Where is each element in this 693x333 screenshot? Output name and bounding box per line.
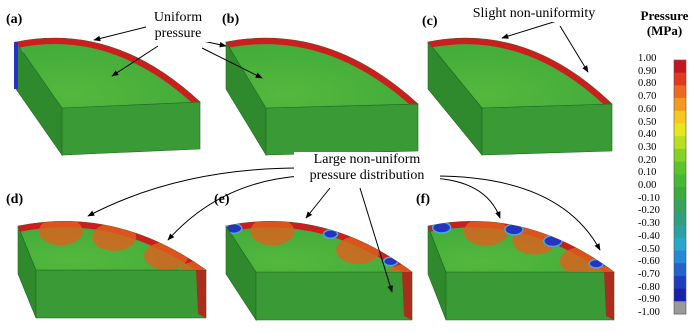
arrow-slight-c-right (559, 25, 589, 73)
panel-f-low-pressure-spot (543, 234, 563, 248)
legend-color-step (674, 161, 686, 175)
panel-label-e: (e) (214, 192, 230, 207)
legend-tick-label: -0.90 (638, 294, 660, 306)
legend-tick-label: -0.10 (638, 192, 660, 204)
legend-tick-label: 0.40 (638, 129, 657, 141)
panel-e (225, 221, 413, 322)
panel-label-f: (f) (416, 192, 430, 207)
legend-tick-label: 0.60 (638, 103, 657, 115)
panel-f (427, 221, 615, 321)
panel-c (427, 37, 613, 156)
panel-label-d: (d) (6, 192, 24, 207)
panel-e-high-pressure-zone (384, 264, 412, 272)
panel-c-pressure-band (428, 38, 612, 108)
legend-tick-label: 0.00 (638, 180, 657, 191)
panel-d-high-pressure-zone (92, 223, 137, 251)
legend-colorbar (673, 59, 687, 315)
panel-e-edge-pressure (402, 272, 412, 320)
legend-tick-label: -0.20 (638, 205, 660, 217)
legend-color-step (674, 110, 686, 124)
panel-a-side-front (61, 101, 201, 156)
legend-color-step (674, 225, 686, 239)
legend-color-step (674, 187, 686, 201)
legend-color-step (674, 263, 686, 277)
panel-b-pressure-band (226, 38, 418, 108)
panel-b (225, 37, 419, 157)
panel-d-high-pressure-zone (38, 221, 83, 246)
legend-tick-label: -0.50 (638, 243, 660, 255)
legend-tick-label: 0.90 (638, 65, 657, 77)
panel-d-high-pressure-zone (144, 241, 189, 270)
legend-tick-label: 0.70 (638, 91, 657, 103)
legend-tick-label: -1.00 (638, 307, 660, 318)
annotation-slight-non-uniformity: Slight non-uniformity (458, 6, 610, 22)
arrow-slight-c-left (501, 19, 561, 39)
panel-d (17, 221, 207, 319)
legend-tick-label: -0.60 (638, 256, 660, 268)
panel-label-a: (a) (6, 12, 23, 27)
panel-f-low-pressure-spot (504, 223, 524, 236)
panel-f-side-front (445, 271, 615, 321)
panel-d-high-pressure-zone (176, 261, 206, 270)
panel-e-low-pressure-spot (322, 229, 339, 239)
legend-tick-label: -0.40 (638, 230, 660, 242)
panel-a-edge-low-pressure (14, 42, 18, 89)
panel-d-side-front (35, 269, 207, 319)
panel-f-low-pressure-spot (431, 221, 452, 234)
legend-tick-label: 0.50 (638, 116, 657, 128)
legend-color-step (674, 275, 686, 289)
panel-label-b: (b) (222, 12, 240, 27)
panel-d-edge-pressure (196, 270, 206, 318)
arrow-large-f-left (429, 177, 501, 219)
legend-tick-label: -0.30 (638, 218, 660, 230)
panel-a (14, 37, 201, 156)
panel-f-edge-pressure (604, 272, 614, 320)
annotation-uniform-pressure: Uniform pressure (146, 10, 210, 42)
legend-color-step (674, 148, 686, 162)
panel-b-side-front (265, 103, 419, 156)
legend-tick-label: 0.10 (638, 167, 657, 179)
panel-e-high-pressure-zone (250, 221, 295, 246)
legend-color-step (674, 237, 686, 251)
legend-title: Pressure (MPa) (640, 8, 689, 38)
legend-tick-label: 0.80 (638, 78, 657, 90)
panel-a-pressure-band (16, 38, 200, 107)
legend-color-step (674, 60, 686, 74)
legend-color-step (674, 98, 686, 112)
arrow-uniform-b-top (201, 47, 263, 79)
legend-color-step (674, 199, 686, 213)
legend-color-step (674, 212, 686, 226)
arrow-uniform-a-top (111, 45, 159, 77)
panel-f-low-pressure-spot (588, 258, 604, 269)
panel-c-side-front (481, 103, 613, 156)
arrow-large-d-right (167, 175, 301, 241)
legend-color-step (674, 85, 686, 99)
legend-color-step (674, 136, 686, 150)
arrow-large-d-left (87, 167, 301, 217)
legend-tick-label: 0.20 (638, 154, 657, 166)
arrow-large-e-left (305, 187, 331, 219)
arrow-large-e-right (359, 187, 393, 293)
panel-label-c: (c) (422, 14, 438, 29)
legend-tick-label: 0.30 (638, 141, 657, 153)
legend-tick-label: 1.00 (638, 53, 657, 64)
legend-tick-label: -0.80 (638, 281, 660, 293)
arrow-uniform-a-edge (93, 25, 151, 42)
annotation-large-non-uniform: Large non-uniform pressure distribution (294, 152, 440, 184)
legend-tick-label: -0.70 (638, 268, 660, 280)
panel-e-high-pressure-zone (336, 236, 381, 265)
legend-color-step (674, 250, 686, 264)
legend-color-step (674, 174, 686, 188)
legend-color-step (674, 301, 686, 315)
panel-e-side-front (255, 271, 413, 321)
panel-e-low-pressure-spot (382, 256, 399, 267)
arrow-large-f-right (433, 175, 601, 251)
panel-f-high-pressure-zone (463, 221, 508, 246)
legend-color-step (674, 72, 686, 86)
legend-color-step (674, 123, 686, 137)
legend-color-step (674, 288, 686, 302)
